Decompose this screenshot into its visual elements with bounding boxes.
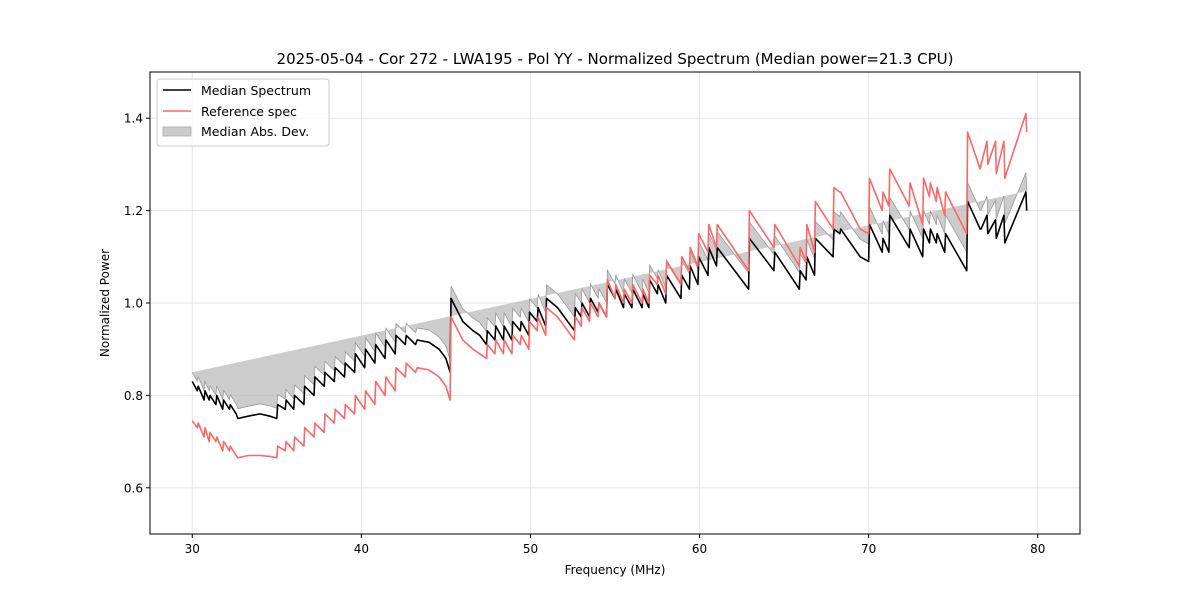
x-axis-label: Frequency (MHz) xyxy=(565,563,666,577)
x-tick-label: 30 xyxy=(185,542,200,556)
x-tick-label: 50 xyxy=(523,542,538,556)
y-tick-label: 1.4 xyxy=(124,112,143,126)
mad-band xyxy=(191,172,1028,410)
median-spectrum-line xyxy=(191,191,1028,420)
y-tick-label: 1.2 xyxy=(124,204,143,218)
legend-label-reference: Reference spec xyxy=(201,104,297,119)
y-tick-label: 0.8 xyxy=(124,389,143,403)
y-tick-label: 1.0 xyxy=(124,297,143,311)
legend: Median Spectrum Reference spec Median Ab… xyxy=(156,78,330,147)
y-tick-label: 0.6 xyxy=(124,481,143,495)
legend-label-mad: Median Abs. Dev. xyxy=(201,124,309,139)
y-axis-label: Normalized Power xyxy=(98,249,112,357)
x-tick-label: 80 xyxy=(1030,542,1045,556)
mad-band-area xyxy=(191,172,1028,410)
chart-title: 2025-05-04 - Cor 272 - LWA195 - Pol YY -… xyxy=(277,50,954,68)
legend-swatch-mad xyxy=(162,126,192,137)
legend-box xyxy=(156,78,330,147)
x-tick-label: 40 xyxy=(354,542,369,556)
x-tick-label: 60 xyxy=(692,542,707,556)
series-lines xyxy=(191,112,1028,459)
legend-label-median: Median Spectrum xyxy=(201,83,311,98)
reference-spec-line xyxy=(191,112,1028,459)
x-axis-ticks: 30 40 50 60 70 80 xyxy=(185,534,1045,556)
x-tick-label: 70 xyxy=(861,542,876,556)
y-axis-ticks: 0.6 0.8 1.0 1.2 1.4 xyxy=(124,112,150,495)
